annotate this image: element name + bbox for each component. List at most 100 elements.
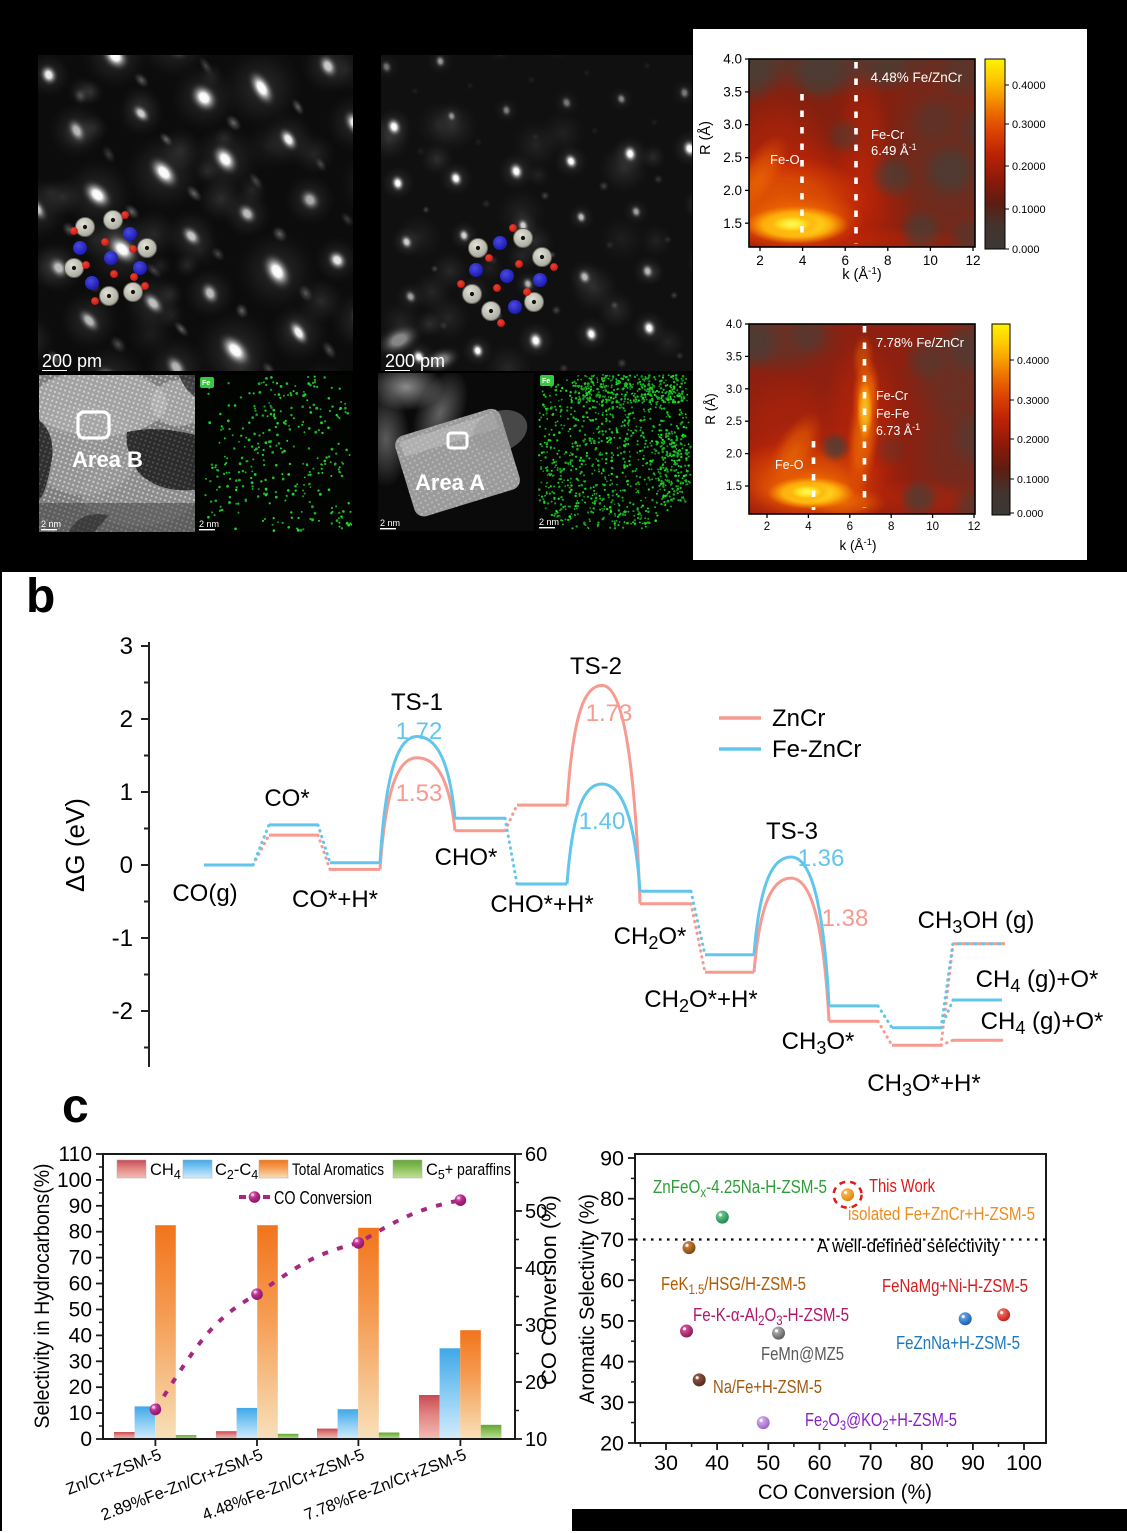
svg-text:CH2O*+H*: CH2O*+H* [644,986,757,1016]
svg-text:3: 3 [120,633,133,660]
svg-text:0.3000: 0.3000 [1012,119,1046,131]
svg-text:0: 0 [120,852,133,879]
svg-text:4: 4 [805,521,812,533]
svg-text:10: 10 [69,1402,92,1425]
svg-text:80: 80 [69,1221,92,1244]
svg-text:1.72: 1.72 [396,718,443,745]
svg-text:2 nm: 2 nm [380,518,400,528]
svg-text:20: 20 [600,1432,624,1456]
svg-text:0.4000: 0.4000 [1017,355,1049,367]
svg-text:1.38: 1.38 [822,905,869,932]
svg-text:70: 70 [69,1247,92,1270]
svg-text:10: 10 [926,521,939,533]
svg-text:Fe-K-α-Al2O3-H-ZSM-5: Fe-K-α-Al2O3-H-ZSM-5 [693,1304,849,1328]
svg-text:1.53: 1.53 [396,780,443,807]
svg-text:0.1000: 0.1000 [1017,474,1049,486]
svg-text:CO(g): CO(g) [172,880,237,907]
svg-text:6.73 Å-1: 6.73 Å-1 [876,422,920,438]
svg-text:70: 70 [859,1451,883,1475]
svg-text:This Work: This Work [869,1175,936,1196]
svg-text:CH4 (g)+O*: CH4 (g)+O* [976,966,1099,996]
svg-text:Fe: Fe [202,380,210,387]
svg-text:0.000: 0.000 [1012,244,1040,256]
svg-text:-1: -1 [112,925,133,952]
svg-text:110: 110 [59,1143,92,1166]
svg-text:3.0: 3.0 [726,384,742,396]
svg-text:100: 100 [57,1169,92,1192]
svg-text:0: 0 [80,1428,92,1451]
svg-text:200 pm: 200 pm [42,351,102,371]
svg-text:60: 60 [600,1269,624,1293]
svg-text:Fe-O: Fe-O [770,152,800,167]
svg-text:CH4 (g)+O*: CH4 (g)+O* [981,1008,1104,1038]
svg-text:50: 50 [525,1201,547,1223]
svg-text:CO Conversion (%): CO Conversion (%) [538,1195,561,1385]
svg-text:FeZnNa+H-ZSM-5: FeZnNa+H-ZSM-5 [896,1332,1020,1353]
svg-text:ZnFeOx-4.25Na-H-ZSM-5: ZnFeOx-4.25Na-H-ZSM-5 [653,1176,827,1200]
svg-text:TS-3: TS-3 [766,818,818,845]
svg-text:isolated Fe+ZnCr+H-ZSM-5: isolated Fe+ZnCr+H-ZSM-5 [848,1203,1035,1224]
svg-text:6.49 Å-1: 6.49 Å-1 [871,142,917,158]
svg-text:10: 10 [923,253,938,268]
svg-text:1: 1 [120,779,133,806]
svg-text:Fe-Cr: Fe-Cr [876,389,908,403]
svg-text:CH3O*+H*: CH3O*+H* [867,1070,980,1100]
svg-text:4.48% Fe/ZnCr: 4.48% Fe/ZnCr [870,70,962,85]
svg-text:7.78% Fe/ZnCr: 7.78% Fe/ZnCr [876,335,965,350]
svg-text:6: 6 [841,253,849,268]
svg-text:R (Å): R (Å) [703,393,718,425]
svg-text:50: 50 [756,1451,780,1475]
svg-text:50: 50 [69,1299,92,1322]
svg-text:0.2000: 0.2000 [1017,434,1049,446]
svg-text:R (Å): R (Å) [697,121,714,155]
svg-text:40: 40 [600,1350,624,1374]
svg-text:30: 30 [600,1391,624,1415]
svg-text:Fe-Cr: Fe-Cr [871,127,905,142]
svg-text:90: 90 [69,1195,92,1218]
svg-text:50: 50 [600,1309,624,1333]
svg-text:0.2000: 0.2000 [1012,161,1046,173]
svg-text:ΔG (eV): ΔG (eV) [60,798,90,892]
svg-text:Fe-ZnCr: Fe-ZnCr [772,736,861,763]
svg-text:12: 12 [968,521,981,533]
svg-text:b: b [26,570,55,623]
svg-text:3.5: 3.5 [726,351,742,363]
svg-text:4.0: 4.0 [723,52,742,67]
svg-text:6: 6 [847,521,853,533]
svg-text:30: 30 [525,1315,547,1337]
svg-text:1.40: 1.40 [579,808,626,835]
svg-text:80: 80 [600,1187,624,1211]
svg-text:3.0: 3.0 [723,117,742,132]
svg-text:30: 30 [69,1350,92,1373]
svg-text:CO Conversion: CO Conversion [274,1187,372,1208]
svg-text:200 pm: 200 pm [385,351,445,371]
svg-text:c: c [62,1080,89,1133]
svg-text:FeMn@MZ5: FeMn@MZ5 [761,1343,844,1364]
svg-text:Area A: Area A [415,470,485,495]
svg-text:CO*+H*: CO*+H* [292,886,378,913]
svg-text:100: 100 [1006,1451,1042,1475]
svg-text:60: 60 [525,1144,547,1166]
svg-text:2.0: 2.0 [726,449,742,461]
svg-text:30: 30 [654,1451,678,1475]
svg-text:10: 10 [525,1429,547,1451]
svg-text:4: 4 [799,253,807,268]
svg-text:1.73: 1.73 [586,700,633,727]
svg-text:A well-defined selectivity: A well-defined selectivity [817,1235,1001,1256]
svg-text:CH4: CH4 [150,1161,181,1182]
svg-text:12: 12 [965,253,980,268]
svg-text:2.0: 2.0 [723,183,742,198]
svg-text:FeNaMg+Ni-H-ZSM-5: FeNaMg+Ni-H-ZSM-5 [882,1275,1028,1296]
svg-text:0.3000: 0.3000 [1017,395,1049,407]
svg-text:ZnCr: ZnCr [772,705,825,732]
svg-text:60: 60 [808,1451,832,1475]
svg-text:Selectivity in Hydrocarbons(%): Selectivity in Hydrocarbons(%) [31,1164,54,1429]
svg-text:CO Conversion (%): CO Conversion (%) [758,1480,932,1504]
svg-text:CO*: CO* [264,785,309,812]
svg-text:C5+ paraffins: C5+ paraffins [426,1161,511,1182]
svg-text:CHO*+H*: CHO*+H* [490,891,593,918]
svg-text:Fe-O: Fe-O [775,458,804,472]
svg-text:Fe-Fe: Fe-Fe [876,407,909,421]
svg-text:40: 40 [705,1451,729,1475]
svg-text:CHO*: CHO* [435,844,498,871]
